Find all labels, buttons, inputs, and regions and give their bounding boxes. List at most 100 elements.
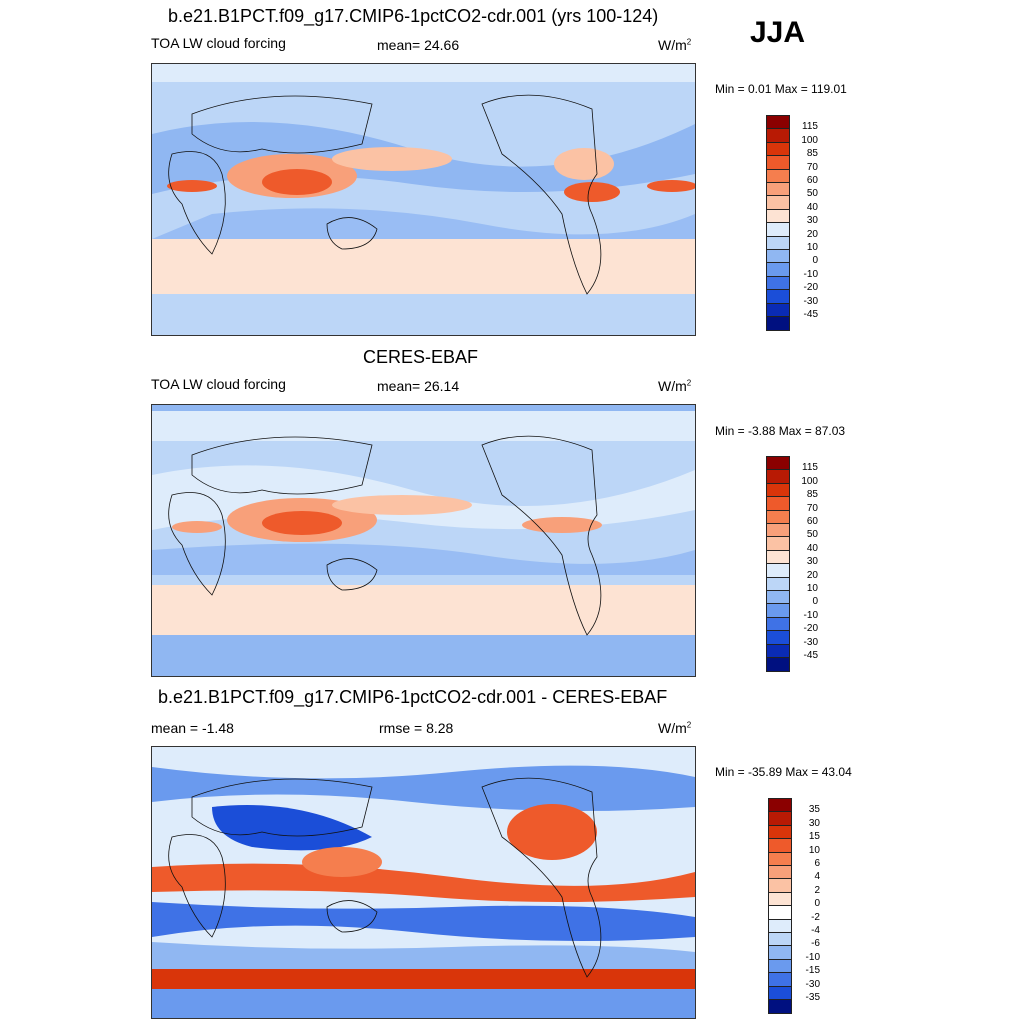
- colorbar-swatch: [768, 865, 792, 880]
- colorbar-tick-label: -30: [803, 295, 818, 307]
- colorbar-swatch: [766, 168, 790, 183]
- panel-2-units: W/m2: [658, 378, 692, 394]
- colorbar-tick-label: 10: [808, 844, 820, 856]
- colorbar-swatch: [766, 523, 790, 538]
- colorbar-tick-label: -30: [803, 636, 818, 648]
- colorbar-tick-label: 40: [806, 201, 818, 213]
- panel-1-variable-label: TOA LW cloud forcing: [151, 35, 286, 51]
- colorbar-swatch: [768, 958, 792, 974]
- colorbar-swatch: [768, 932, 792, 947]
- colorbar-tick-label: 30: [808, 817, 820, 829]
- colorbar-tick-label: 115: [802, 121, 818, 133]
- colorbar-tick-label: 10: [806, 583, 818, 594]
- colorbar-tick-label: 0: [812, 255, 818, 267]
- colorbar-swatch: [766, 128, 790, 143]
- colorbar-tick-label: 50: [806, 529, 818, 541]
- panel-1-mean-label: mean= 24.66: [377, 37, 460, 53]
- colorbar-swatch: [768, 824, 792, 840]
- colorbar-swatch: [766, 115, 790, 130]
- colorbar-tick-label: 100: [801, 475, 818, 487]
- colorbar-swatch: [768, 972, 792, 987]
- colorbar-tick-label: 0: [812, 596, 818, 608]
- colorbar-tick-label: 30: [806, 215, 818, 227]
- colorbar-swatch: [766, 549, 790, 565]
- season-label: JJA: [750, 16, 806, 49]
- colorbar-tick-label: -2: [811, 911, 820, 923]
- colorbar-swatch: [768, 945, 792, 960]
- panel-2-variable-label: TOA LW cloud forcing: [151, 376, 286, 392]
- panel-3-rmse-label: rmse = 8.28: [379, 720, 454, 736]
- panel-1-map: [151, 63, 696, 336]
- colorbar-swatch: [768, 905, 792, 920]
- colorbar-swatch: [766, 195, 790, 210]
- colorbar-tick-label: 35: [808, 804, 820, 816]
- colorbar-tick-label: -20: [803, 623, 818, 635]
- colorbar-tick-label: -4: [811, 925, 820, 936]
- colorbar-tick-label: 85: [806, 489, 818, 501]
- colorbar-tick-label: 10: [806, 242, 818, 253]
- panel-3-title: b.e21.B1PCT.f09_g17.CMIP6-1pctCO2-cdr.00…: [158, 687, 668, 707]
- colorbar-swatch: [766, 536, 790, 551]
- panel-2-title: CERES-EBAF: [363, 347, 479, 367]
- colorbar-swatch: [768, 811, 792, 826]
- colorbar-swatch: [766, 249, 790, 264]
- colorbar-tick-label: -6: [811, 938, 820, 950]
- panel-1-minmax: Min = 0.01 Max = 119.01: [715, 82, 847, 96]
- colorbar-swatch: [766, 456, 790, 471]
- colorbar-swatch: [766, 657, 790, 673]
- panel-1-units: W/m2: [658, 37, 692, 53]
- colorbar-swatch: [768, 891, 792, 907]
- colorbar-tick-label: 100: [801, 134, 818, 146]
- colorbar-tick-label: -45: [803, 309, 818, 320]
- colorbar-swatch: [768, 878, 792, 893]
- colorbar-swatch: [766, 482, 790, 498]
- colorbar-swatch: [766, 316, 790, 332]
- colorbar-tick-label: -10: [803, 609, 818, 621]
- colorbar-swatch: [766, 208, 790, 224]
- panel-2-mean-label: mean= 26.14: [377, 378, 460, 394]
- panel-1-title: b.e21.B1PCT.f09_g17.CMIP6-1pctCO2-cdr.00…: [168, 6, 659, 26]
- colorbar-tick-label: 20: [806, 228, 818, 240]
- colorbar-tick-label: -30: [805, 978, 820, 990]
- colorbar-tick-label: 4: [814, 871, 820, 883]
- colorbar-swatch: [768, 838, 792, 853]
- colorbar-tick-label: 15: [808, 831, 820, 843]
- colorbar-swatch: [768, 798, 792, 813]
- colorbar-tick-label: 50: [806, 188, 818, 200]
- colorbar-swatch: [766, 603, 790, 618]
- colorbar-tick-label: 20: [806, 569, 818, 581]
- panel-3-map: [151, 746, 696, 1019]
- panel-3-units: W/m2: [658, 720, 692, 736]
- colorbar-tick-label: -15: [805, 965, 820, 977]
- colorbar-swatch: [766, 616, 790, 632]
- colorbar-tick-label: 60: [806, 175, 818, 186]
- colorbar-swatch: [766, 155, 790, 170]
- panel-2-map: [151, 404, 696, 677]
- colorbar-swatch: [768, 999, 792, 1015]
- colorbar-tick-label: 2: [814, 884, 820, 896]
- colorbar-tick-label: 85: [806, 148, 818, 160]
- colorbar-tick-label: -35: [805, 992, 820, 1003]
- colorbar-tick-label: 30: [806, 556, 818, 568]
- colorbar-tick-label: 70: [806, 502, 818, 514]
- colorbar-swatch: [766, 509, 790, 524]
- colorbar-swatch: [768, 851, 792, 866]
- panel-2-minmax: Min = -3.88 Max = 87.03: [715, 424, 846, 438]
- colorbar-swatch: [766, 262, 790, 277]
- colorbar-swatch: [766, 275, 790, 291]
- colorbar-swatch: [766, 469, 790, 484]
- colorbar-swatch: [766, 643, 790, 658]
- colorbar-swatch: [766, 289, 790, 304]
- colorbar-tick-label: -45: [803, 650, 818, 661]
- panel-3-mean-label: mean = -1.48: [151, 720, 234, 736]
- colorbar-tick-label: 6: [814, 858, 820, 869]
- colorbar-swatch: [766, 235, 790, 250]
- colorbar-swatch: [766, 141, 790, 157]
- colorbar-tick-label: -10: [805, 951, 820, 963]
- colorbar-swatch: [766, 302, 790, 317]
- colorbar-swatch: [766, 222, 790, 237]
- colorbar-swatch: [766, 563, 790, 578]
- colorbar-tick-label: 115: [802, 462, 818, 474]
- panel-3-minmax: Min = -35.89 Max = 43.04: [715, 765, 852, 779]
- colorbar-swatch: [766, 590, 790, 605]
